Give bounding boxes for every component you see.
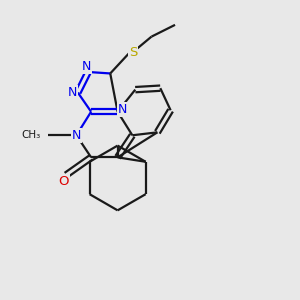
Text: N: N bbox=[72, 129, 81, 142]
Text: N: N bbox=[118, 103, 128, 116]
Text: N: N bbox=[68, 86, 77, 99]
Text: N: N bbox=[82, 60, 92, 73]
Text: O: O bbox=[58, 175, 69, 188]
Text: CH₃: CH₃ bbox=[22, 130, 41, 140]
Text: S: S bbox=[129, 46, 137, 59]
